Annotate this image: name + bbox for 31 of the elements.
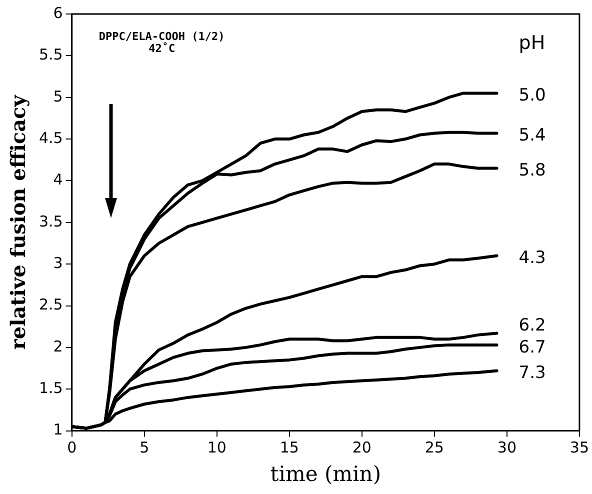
x-tick-label: 35 <box>570 438 590 457</box>
y-tick-label: 4.5 <box>38 128 63 147</box>
x-tick-label: 20 <box>352 438 372 457</box>
y-tick-label: 1.5 <box>38 379 63 398</box>
legend-title: pH <box>518 32 546 54</box>
x-tick-label: 5 <box>140 438 150 457</box>
y-tick-label: 6 <box>53 4 63 22</box>
series-label: 5.0 <box>518 86 546 106</box>
y-tick-label: 1 <box>53 420 63 439</box>
series-label: 6.2 <box>518 315 546 336</box>
y-tick-label: 5 <box>53 87 63 106</box>
series-label: 5.4 <box>518 126 546 146</box>
x-axis-title: time (min) <box>270 462 382 486</box>
y-tick-label: 5.5 <box>38 46 63 64</box>
y-tick-label: 2.5 <box>38 296 63 314</box>
x-tick-label: 15 <box>280 438 299 457</box>
series-label: 5.8 <box>518 160 546 181</box>
y-tick-label: 3.5 <box>38 212 63 230</box>
y-tick-label: 3 <box>53 254 63 272</box>
x-tick-label: 0 <box>67 438 77 457</box>
x-tick-label: 25 <box>424 438 444 457</box>
x-tick-label: 30 <box>497 438 516 457</box>
series-label: 4.3 <box>518 248 546 268</box>
series-label: 7.3 <box>518 363 546 384</box>
x-tick-label: 10 <box>207 438 226 457</box>
y-axis-title: relative fusion efficacy <box>6 94 30 350</box>
series-label: 6.7 <box>518 337 546 358</box>
annotation: DPPC/ELA-COOH (1/2) <box>98 30 225 43</box>
annotation: 42˚C <box>148 42 176 55</box>
y-tick-label: 4 <box>53 170 63 189</box>
y-tick-label: 2 <box>53 337 63 356</box>
